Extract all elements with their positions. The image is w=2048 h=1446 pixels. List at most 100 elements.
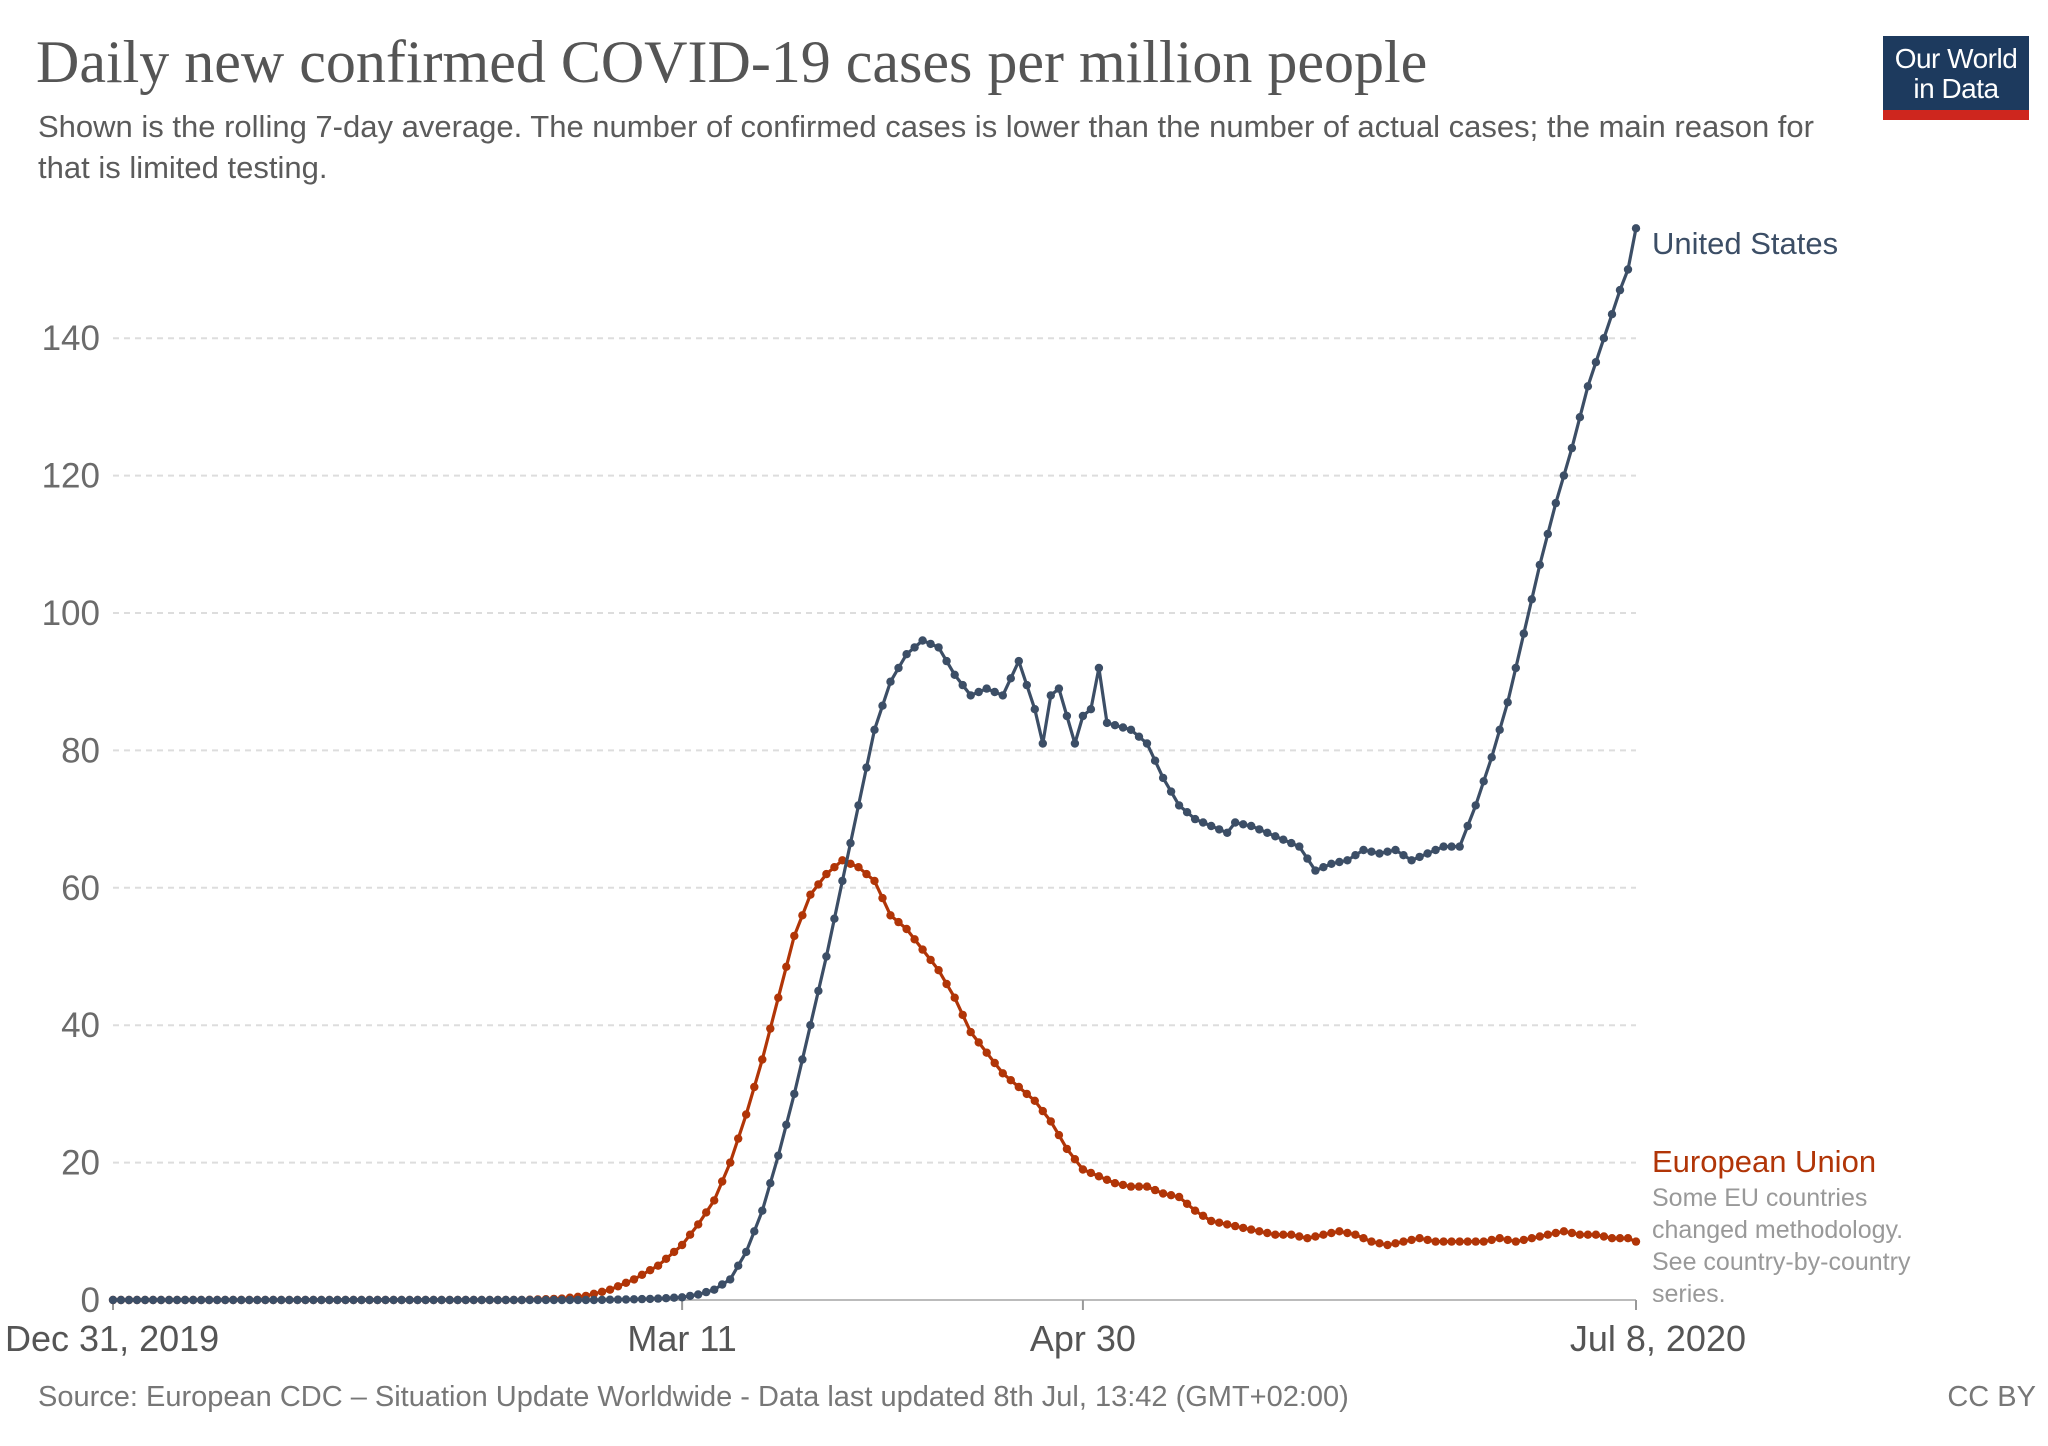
data-point bbox=[1559, 1227, 1569, 1236]
data-point bbox=[758, 1055, 767, 1064]
data-point bbox=[1519, 1235, 1529, 1245]
data-point bbox=[1567, 1228, 1577, 1238]
data-point bbox=[790, 1089, 799, 1099]
data-point bbox=[878, 893, 887, 903]
data-point bbox=[702, 1287, 711, 1297]
data-point bbox=[1327, 859, 1336, 868]
data-point bbox=[581, 1295, 591, 1305]
data-point bbox=[742, 1247, 751, 1257]
owid-logo[interactable]: Our World in Data bbox=[1883, 36, 2029, 120]
data-point bbox=[1583, 1230, 1593, 1239]
data-point bbox=[389, 1295, 398, 1305]
y-tick-label: 140 bbox=[42, 319, 100, 358]
data-point bbox=[1198, 1211, 1208, 1221]
data-point bbox=[1431, 1237, 1440, 1246]
data-point bbox=[718, 1280, 727, 1289]
data-point bbox=[862, 763, 871, 772]
data-point bbox=[1166, 1191, 1176, 1200]
data-point bbox=[605, 1295, 615, 1304]
data-point bbox=[790, 931, 799, 941]
data-point bbox=[1479, 777, 1488, 786]
data-point bbox=[397, 1295, 406, 1305]
data-point bbox=[910, 935, 919, 944]
data-point bbox=[140, 1295, 150, 1305]
x-tick-label: Mar 11 bbox=[627, 1318, 736, 1359]
data-point bbox=[1607, 310, 1617, 319]
y-tick-label: 60 bbox=[61, 869, 100, 908]
data-point bbox=[1126, 725, 1136, 734]
data-point bbox=[854, 801, 863, 810]
data-point bbox=[774, 1151, 783, 1160]
data-point bbox=[1223, 828, 1232, 837]
data-point bbox=[1415, 852, 1424, 862]
data-point bbox=[718, 1177, 727, 1186]
data-point bbox=[525, 1295, 534, 1305]
data-point bbox=[1215, 825, 1224, 834]
series-group bbox=[108, 224, 1641, 1305]
data-point bbox=[798, 911, 807, 920]
data-point bbox=[1471, 801, 1480, 810]
data-point bbox=[1062, 1144, 1072, 1154]
data-point bbox=[1014, 1082, 1023, 1092]
data-point bbox=[1311, 866, 1320, 875]
x-tick-label: Apr 30 bbox=[1030, 1318, 1136, 1359]
data-point bbox=[1030, 705, 1040, 714]
data-point bbox=[1207, 1216, 1216, 1226]
data-point bbox=[1142, 1182, 1152, 1191]
data-point bbox=[453, 1295, 462, 1305]
data-point bbox=[902, 650, 911, 659]
data-point bbox=[974, 687, 983, 697]
data-point bbox=[405, 1295, 414, 1305]
data-point bbox=[1447, 842, 1456, 851]
series-line bbox=[113, 227, 1638, 1302]
data-point bbox=[1078, 1165, 1088, 1174]
data-point bbox=[549, 1295, 559, 1305]
logo-accent-bar bbox=[1883, 110, 2029, 120]
data-point bbox=[726, 1158, 735, 1167]
data-point bbox=[1495, 725, 1504, 734]
data-point bbox=[317, 1295, 326, 1305]
data-point bbox=[1207, 821, 1216, 831]
y-axis-ticks: 0 20 40 60 80 100 120 140 bbox=[42, 319, 100, 1320]
data-point bbox=[1287, 1230, 1296, 1239]
data-point bbox=[1551, 1228, 1561, 1238]
series-label-european-union: European Union bbox=[1652, 1144, 1876, 1179]
data-point bbox=[750, 1227, 759, 1236]
data-point bbox=[1487, 1235, 1496, 1245]
data-point bbox=[766, 1179, 775, 1188]
data-point bbox=[1335, 1227, 1344, 1236]
data-point bbox=[958, 680, 967, 690]
data-point bbox=[293, 1295, 302, 1305]
data-point bbox=[156, 1295, 166, 1305]
data-point bbox=[710, 1196, 719, 1205]
data-point bbox=[645, 1266, 655, 1275]
data-point bbox=[950, 993, 959, 1002]
data-point bbox=[1479, 1237, 1488, 1246]
data-point bbox=[1271, 832, 1280, 841]
license-link[interactable]: CC BY bbox=[1947, 1381, 2036, 1413]
data-point bbox=[213, 1295, 222, 1305]
data-point bbox=[1423, 849, 1432, 858]
data-point bbox=[1174, 801, 1184, 810]
data-point bbox=[1375, 849, 1384, 858]
chart-subtitle: Shown is the rolling 7-day average. The … bbox=[38, 109, 1814, 185]
data-point bbox=[589, 1289, 599, 1299]
data-point bbox=[1134, 1182, 1144, 1191]
data-point bbox=[1038, 1106, 1048, 1116]
data-point bbox=[1102, 1175, 1112, 1185]
data-point bbox=[1014, 656, 1023, 666]
y-tick-label: 0 bbox=[81, 1281, 100, 1320]
data-point bbox=[349, 1295, 358, 1305]
data-point bbox=[1215, 1218, 1224, 1227]
data-point bbox=[1118, 1180, 1128, 1190]
data-point bbox=[677, 1240, 687, 1250]
data-point bbox=[124, 1295, 134, 1305]
series-note-line: changed methodology. bbox=[1652, 1216, 1903, 1244]
data-point bbox=[509, 1295, 518, 1305]
data-point bbox=[1487, 753, 1496, 762]
data-point bbox=[1030, 1096, 1040, 1106]
data-point bbox=[589, 1295, 599, 1305]
data-point bbox=[1455, 842, 1464, 851]
data-point bbox=[998, 691, 1007, 700]
data-point bbox=[862, 869, 871, 879]
